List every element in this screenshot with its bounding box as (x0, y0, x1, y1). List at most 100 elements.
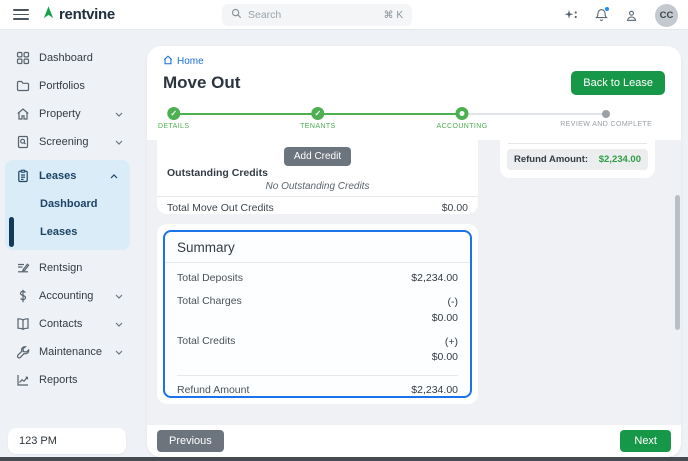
brand-name: rentvine (59, 6, 115, 23)
menu-icon[interactable] (13, 9, 29, 20)
previous-button[interactable]: Previous (157, 430, 224, 452)
summary-row-refund-amount: Refund Amount $2,234.00 (177, 384, 458, 396)
search-input[interactable]: ⌘ K (222, 4, 412, 26)
chevron-down-icon (115, 322, 123, 327)
sidebar-label: Rentsign (39, 262, 83, 274)
breadcrumb-home-link[interactable]: Home (177, 56, 204, 67)
refund-value: $2,234.00 (598, 154, 641, 165)
sidebar-label: Accounting (39, 290, 94, 302)
clipboard-icon (15, 169, 30, 184)
sidebar-leases-group: Leases Dashboard Leases (5, 160, 130, 250)
refund-amount-row: Refund Amount: $2,234.00 (507, 149, 648, 170)
sidebar-item-rentsign[interactable]: Rentsign (0, 254, 135, 282)
divider (508, 143, 647, 144)
sidebar-label: Property (39, 108, 81, 120)
stepper: ✓ DETAILS ✓ TENANTS ACCOUNTING REVIEW AN… (147, 98, 681, 140)
grid-icon (15, 51, 30, 66)
sidebar-item-accounting[interactable]: Accounting (0, 282, 135, 310)
step-details[interactable]: ✓ DETAILS (158, 107, 189, 130)
page-title: Move Out (163, 73, 241, 92)
page-header: Home Move Out Back to Lease (147, 46, 681, 98)
sidebar-subitem-leases-leases[interactable]: Leases (5, 217, 130, 247)
sidebar-item-maintenance[interactable]: Maintenance (0, 338, 135, 366)
scrollable-content: Add Credit Outstanding Credits No Outsta… (147, 140, 681, 425)
bell-icon[interactable] (595, 6, 610, 22)
sidebar-item-contacts[interactable]: Contacts (0, 310, 135, 338)
sidebar-item-dashboard[interactable]: Dashboard (0, 44, 135, 72)
dollar-icon (15, 289, 30, 304)
refund-label: Refund Amount: (514, 154, 589, 165)
rentvine-logo-icon (41, 5, 56, 25)
row-sign: (+) (444, 335, 458, 348)
sidebar-label: Screening (39, 136, 89, 148)
summary-card: Summary Total Deposits $2,234.00 Total C… (157, 224, 478, 404)
wizard-footer: Previous Next (147, 425, 681, 457)
row-label: Refund Amount (177, 384, 250, 396)
vertical-scrollbar[interactable] (675, 195, 680, 330)
stepper-remaining-line (462, 113, 607, 115)
sidebar-item-property[interactable]: Property (0, 100, 135, 128)
sidebar-sublabel: Dashboard (40, 198, 98, 210)
total-credits-value: $0.00 (441, 202, 468, 214)
search-shortcut: ⌘ K (383, 9, 403, 21)
step-upcoming-icon (602, 110, 611, 118)
sidebar-item-reports[interactable]: Reports (0, 366, 135, 394)
row-value: $0.00 (431, 351, 458, 364)
breadcrumb[interactable]: Home (163, 55, 665, 68)
summary-row-total-charges: Total Charges (-) $0.00 (177, 295, 458, 327)
chevron-up-icon (110, 173, 118, 179)
add-credit-button[interactable]: Add Credit (283, 147, 352, 166)
summary-row-total-deposits: Total Deposits $2,234.00 (177, 272, 458, 284)
sidebar-item-portfolios[interactable]: Portfolios (0, 72, 135, 100)
sidebar-label: Reports (39, 374, 78, 386)
home-icon (163, 55, 173, 68)
step-tenants[interactable]: ✓ TENANTS (300, 107, 335, 130)
step-label: REVIEW AND COMPLETE (560, 121, 653, 128)
ai-sparkle-icon[interactable] (564, 9, 578, 22)
row-sign: (-) (447, 296, 459, 308)
active-indicator (9, 217, 14, 247)
sidebar-item-leases[interactable]: Leases (5, 162, 130, 190)
notification-dot (604, 6, 610, 12)
book-icon (15, 317, 30, 332)
sidebar: Dashboard Portfolios Property Screening … (0, 30, 135, 461)
sidebar-item-screening[interactable]: Screening (0, 128, 135, 156)
total-move-out-credits-row: Total Move Out Credits $0.00 (157, 197, 478, 214)
step-label: ACCOUNTING (436, 123, 488, 130)
summary-box: Summary Total Deposits $2,234.00 Total C… (163, 230, 472, 398)
sidebar-label: Portfolios (39, 80, 85, 92)
outstanding-credits-heading: Outstanding Credits (167, 167, 268, 179)
step-label: TENANTS (300, 123, 336, 130)
avatar[interactable]: CC (655, 3, 678, 27)
step-accounting[interactable]: ACCOUNTING (437, 107, 488, 130)
row-value: $2,234.00 (411, 384, 458, 396)
sidebar-sublabel: Leases (40, 226, 78, 238)
search-icon (231, 6, 242, 24)
row-label: Total Deposits (177, 272, 243, 284)
house-icon (15, 107, 30, 122)
step-complete-icon: ✓ (167, 107, 181, 120)
chevron-down-icon (115, 112, 123, 117)
wrench-icon (15, 345, 30, 360)
chart-icon (15, 373, 30, 388)
search-field[interactable] (248, 9, 378, 21)
step-complete-icon: ✓ (311, 107, 325, 120)
brand-logo[interactable]: rentvine (41, 5, 115, 25)
step-review-and-complete[interactable]: REVIEW AND COMPLETE (560, 107, 652, 128)
next-button[interactable]: Next (620, 430, 671, 452)
sidebar-subitem-leases-dashboard[interactable]: Dashboard (5, 190, 130, 218)
back-to-lease-button[interactable]: Back to Lease (571, 71, 665, 95)
divider (177, 375, 458, 376)
sidebar-label: Dashboard (39, 52, 93, 64)
refund-amount-panel: Refund Amount: $2,234.00 (500, 140, 655, 178)
step-label: DETAILS (157, 123, 190, 130)
support-icon[interactable] (625, 9, 638, 22)
clock-display: 123 PM (8, 428, 126, 454)
summary-title: Summary (165, 232, 470, 263)
no-outstanding-credits-text: No Outstanding Credits (265, 181, 370, 192)
window-bottom-edge (0, 457, 688, 461)
outstanding-credits-card: Add Credit Outstanding Credits No Outsta… (157, 140, 478, 214)
sidebar-label: Maintenance (39, 346, 102, 358)
folder-icon (15, 79, 30, 94)
sidebar-label: Leases (39, 170, 77, 182)
